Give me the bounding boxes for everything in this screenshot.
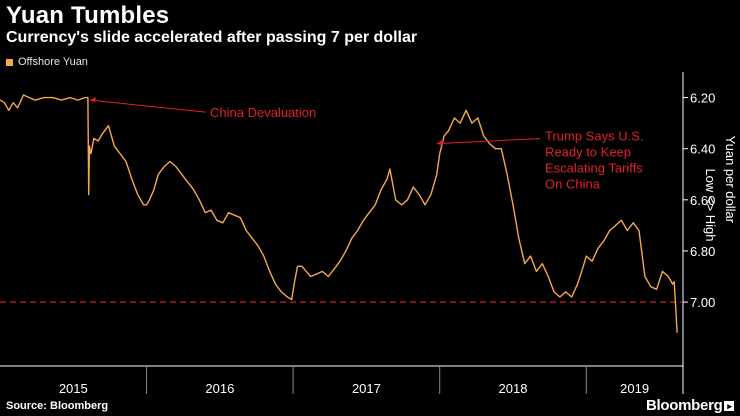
y-tick-label: 6.80 xyxy=(690,244,715,259)
annotation-line: Ready to Keep xyxy=(545,145,631,160)
x-tick-label: 2018 xyxy=(499,381,528,396)
brand-logo: Bloomberg ▸ xyxy=(646,397,735,414)
y-tick-label: 6.40 xyxy=(690,142,715,157)
annotation-trump-tariffs: Trump Says U.S. Ready to Keep Escalating T… xyxy=(545,129,643,192)
y-tick-label: 6.20 xyxy=(690,91,715,106)
chart-subtitle: Currency's slide accelerated after passi… xyxy=(6,29,418,46)
annotation-arrowhead xyxy=(436,139,443,146)
legend: Offshore Yuan xyxy=(6,56,88,68)
annotation-line: On China xyxy=(545,177,601,192)
y-axis-label: Yuan per dollar xyxy=(723,136,738,224)
annotation-line: Trump Says U.S. xyxy=(545,129,643,144)
y-axis-note: Low <> High xyxy=(703,168,718,241)
source-note: Source: Bloomberg xyxy=(6,400,109,412)
series-line-offshore-yuan xyxy=(0,94,678,333)
annotation-china-devaluation: China Devaluation xyxy=(210,105,316,120)
y-tick-label: 6.60 xyxy=(690,193,715,208)
chart-title: Yuan Tumbles xyxy=(6,2,170,29)
brand-name: Bloomberg xyxy=(646,397,723,414)
brand-mark-icon: ▸ xyxy=(724,401,735,412)
x-tick-label: 2017 xyxy=(352,381,381,396)
annotation-leader-trump xyxy=(436,138,541,145)
annotation-leader-devaluation xyxy=(89,99,207,113)
annotation-line: Escalating Tariffs xyxy=(545,161,643,176)
x-tick-label: 2019 xyxy=(620,381,649,396)
annotation-arrowhead xyxy=(89,97,96,103)
legend-label: Offshore Yuan xyxy=(18,56,88,68)
legend-swatch xyxy=(6,58,13,66)
y-tick-label: 7.00 xyxy=(690,295,715,310)
x-tick-label: 2015 xyxy=(59,381,88,396)
x-tick-label: 2016 xyxy=(205,381,234,396)
